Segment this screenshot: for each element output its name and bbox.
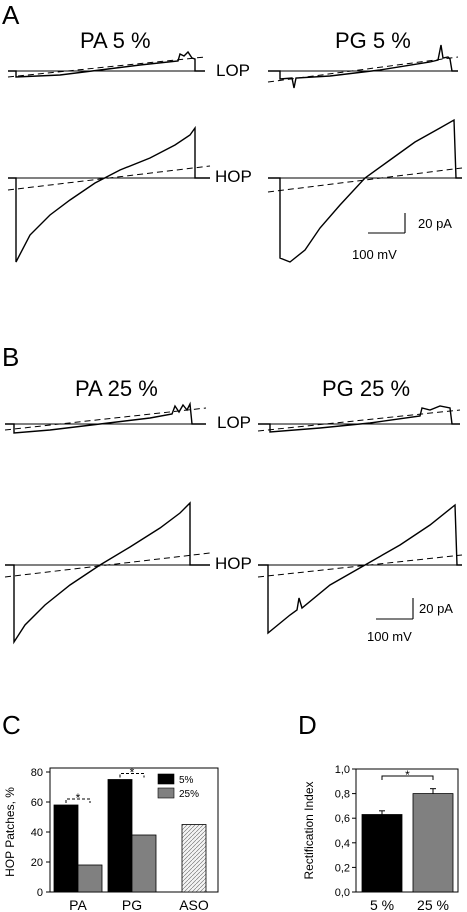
chart-c-legend-label: 5% (179, 775, 194, 786)
chart-d-ytick-label: 0,2 (335, 862, 350, 874)
chart-c-bar (181, 824, 207, 893)
trace-title-pa-25: PA 25 % (75, 376, 158, 401)
chart-c-significance-star: * (76, 791, 81, 805)
chart-c-xtick-label: PG (122, 897, 142, 912)
chart-d-ytick-label: 0,8 (335, 789, 350, 801)
chart-d-ylabel: Rectification Index (302, 781, 316, 879)
chart-c-ytick-label: 40 (31, 827, 43, 839)
chart-d-bar (361, 814, 403, 893)
trace-a-hop-pg (267, 118, 463, 263)
chart-c-legend-swatch (157, 787, 175, 799)
lop-label-a: LOP (213, 62, 254, 79)
chart-d-ytick-label: 0,4 (335, 838, 350, 850)
panel-d-letter: D (298, 710, 317, 740)
chart-c-ytick-label: 20 (31, 857, 43, 869)
scale-current-b: 20 pA (419, 601, 453, 616)
chart-d-significance-star: * (405, 768, 410, 782)
trace-b-lop-pg (257, 405, 461, 433)
chart-d-bar (412, 793, 454, 893)
chart-c-bar (131, 834, 157, 893)
trace-title-pa-5: PA 5 % (80, 28, 151, 53)
chart-d-ytick-label: 0,6 (335, 813, 350, 825)
chart-d-xtick-label: 5 % (370, 897, 394, 912)
trace-title-pg-25: PG 25 % (322, 376, 411, 401)
chart-c-ytick-label: 0 (37, 887, 43, 899)
chart-d-xtick-label: 25 % (417, 897, 449, 912)
chart-c-bar (53, 804, 79, 893)
chart-c-ytick-label: 80 (31, 767, 43, 779)
lop-label-b: LOP (214, 414, 255, 431)
trace-b-hop-pa (4, 501, 211, 645)
scale-bar-b (376, 598, 414, 620)
trace-title-pg-5: PG 5 % (335, 28, 411, 53)
chart-c-legend-swatch (157, 773, 175, 785)
hop-label-a: HOP (212, 168, 255, 185)
scale-bar-a (368, 213, 406, 234)
panel-c-letter: C (2, 710, 21, 740)
hop-label-b: HOP (212, 555, 255, 572)
chart-c-significance-star: * (130, 766, 135, 780)
chart-c-xtick-label: PA (69, 897, 87, 912)
chart-d-ytick-label: 0,0 (335, 887, 350, 899)
panel-a-letter: A (2, 0, 20, 30)
trace-a-lop-pg (267, 44, 459, 89)
chart-c-bar (107, 779, 133, 893)
trace-a-lop-pa (7, 50, 206, 78)
chart-d-frame (355, 768, 459, 893)
chart-c-legend-label: 25% (179, 789, 199, 800)
chart-d-ytick-label: 1,0 (335, 764, 350, 776)
scale-current-a: 20 pA (418, 216, 452, 231)
chart-c-significance-bracket (65, 798, 91, 803)
chart-c-ytick-label: 60 (31, 797, 43, 809)
scale-voltage-a: 100 mV (352, 247, 397, 262)
trace-b-lop-pa (4, 401, 207, 434)
chart-c-bar (77, 864, 103, 893)
chart-d-significance-bracket (381, 775, 434, 780)
chart-c-xtick-label: ASO (179, 897, 209, 912)
scale-voltage-b: 100 mV (367, 629, 412, 644)
trace-a-hop-pa (7, 125, 211, 263)
chart-c-significance-bracket (119, 773, 145, 778)
panel-b-letter: B (2, 342, 20, 372)
chart-c-ylabel: HOP Patches, % (3, 787, 17, 877)
trace-b-hop-pg (257, 503, 463, 635)
